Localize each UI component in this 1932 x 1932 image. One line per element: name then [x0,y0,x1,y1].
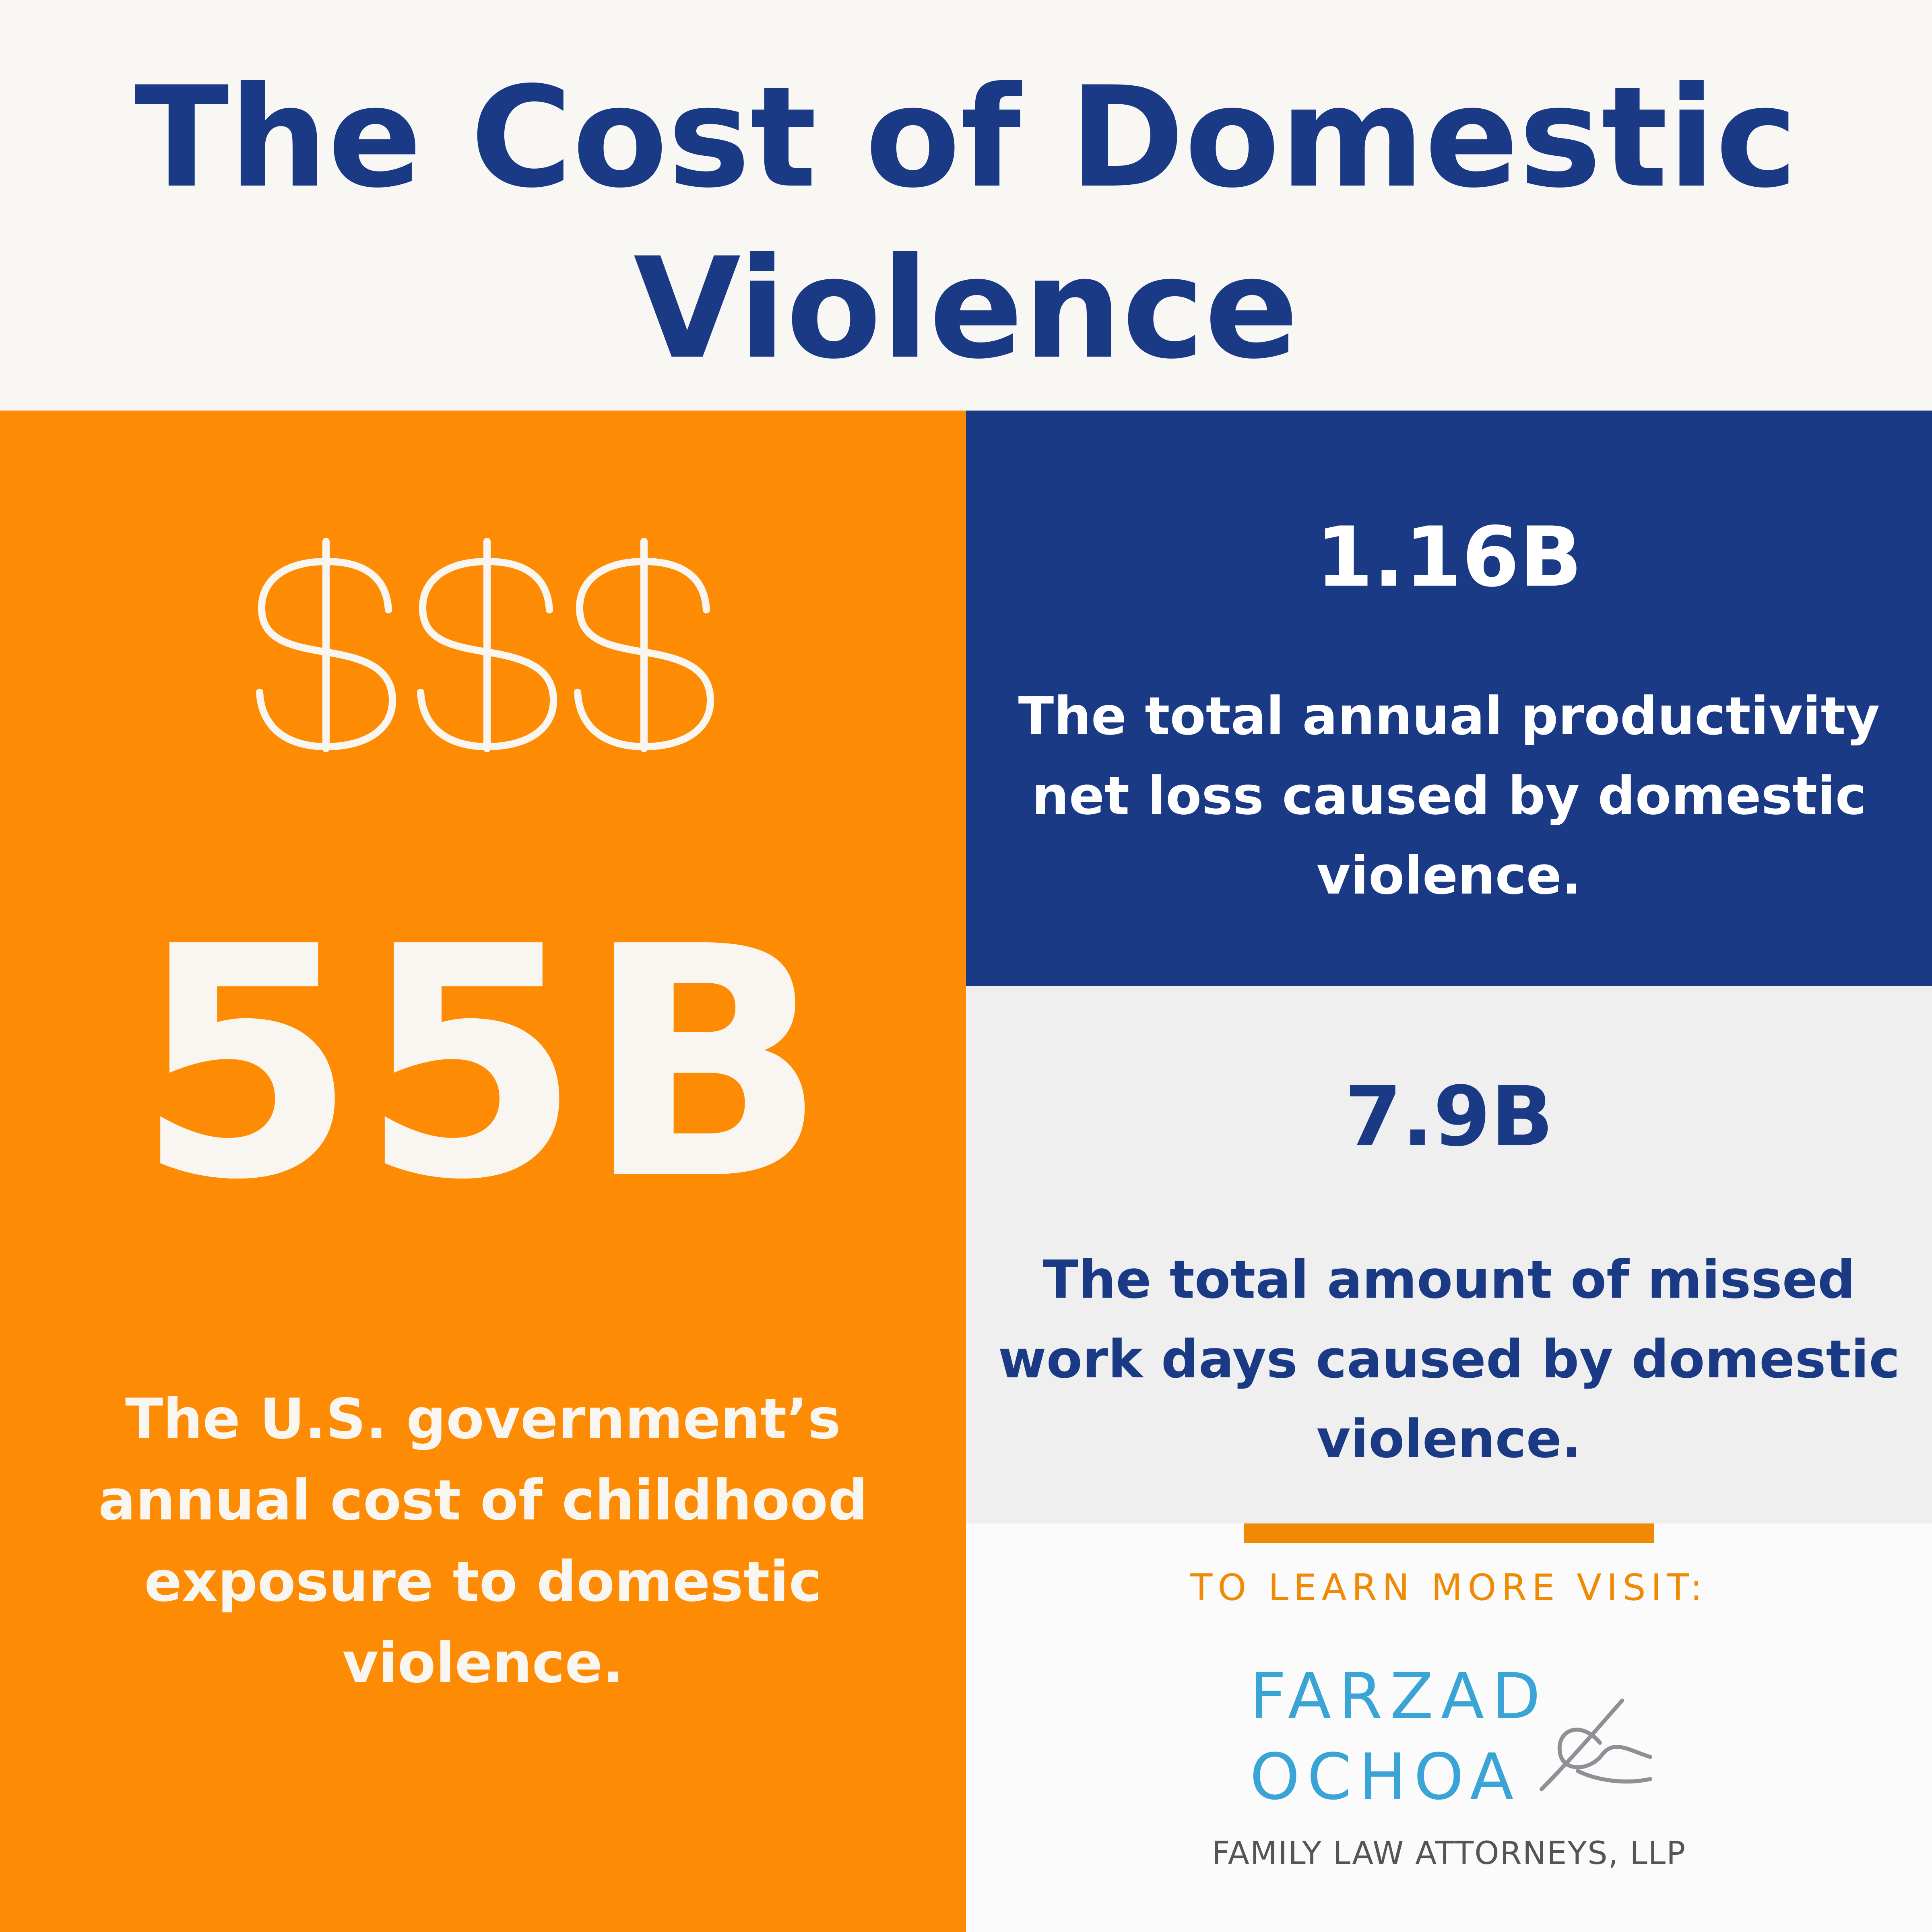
divider [1244,1523,1654,1543]
footer-panel [966,1523,1932,1932]
stat2-caption: The total amount of missed work days cau… [998,1249,1900,1470]
left-stat-panel [0,411,966,1932]
header: The Cost of Domestic Violence [0,0,1932,411]
left-stat-value: 55B [136,879,830,1249]
page-title: The Cost of Domestic Violence [134,57,1798,390]
logo-line-1: FARZAD [1250,1660,1548,1734]
learn-more-text: TO LEARN MORE VISIT: [1190,1567,1708,1609]
stat2-panel [966,986,1932,1523]
logo-line-2: OCHOA [1250,1740,1521,1814]
stat2-value: 7.9B [1344,1069,1554,1165]
left-stat-caption: The U.S. government’s annual cost of chi… [98,1387,868,1695]
stat1-value: 1.16B [1315,510,1583,605]
stat1-panel [966,411,1932,986]
dollar-signs-icon [256,538,714,752]
logo-subtitle: FAMILY LAW ATTORNEYS, LLP [1212,1835,1686,1872]
stat1-caption: The total annual productivity net loss c… [1018,685,1880,906]
ampersand-swash-icon [1540,1699,1652,1791]
